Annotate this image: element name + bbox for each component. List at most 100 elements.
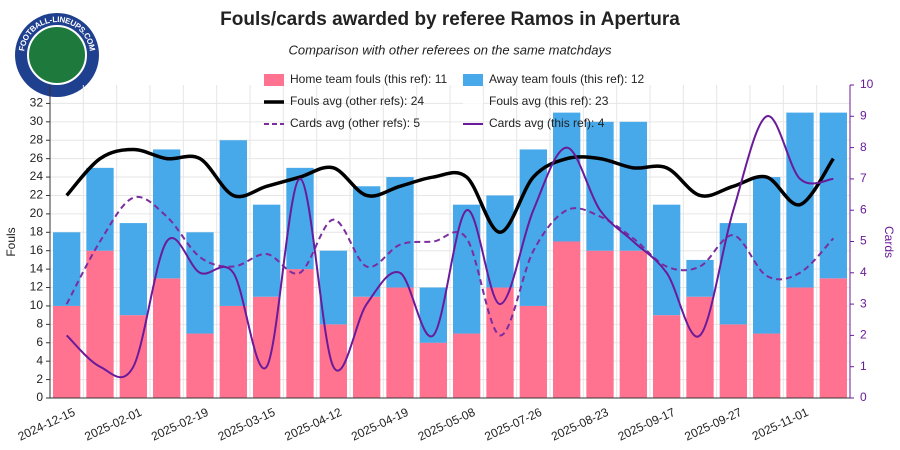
y-tick-label: 2 xyxy=(36,372,43,386)
bar xyxy=(519,305,547,398)
bar xyxy=(286,167,314,270)
legend-label: Fouls avg (this ref): 23 xyxy=(489,94,609,108)
chart-subtitle: Comparison with other referees on the sa… xyxy=(289,42,612,57)
bar xyxy=(753,177,781,334)
bar xyxy=(419,342,447,398)
y2-tick-label: 1 xyxy=(860,359,867,373)
legend-label: Cards avg (this ref): 4 xyxy=(489,116,605,130)
bar xyxy=(719,223,747,325)
y-tick-label: 32 xyxy=(30,96,44,110)
bar xyxy=(253,296,281,398)
bar xyxy=(186,333,214,398)
y2-tick-label: 8 xyxy=(860,140,867,154)
legend-swatch xyxy=(264,74,284,86)
y-axis-label: Fouls xyxy=(4,227,18,256)
bar xyxy=(319,250,347,325)
x-tick-label: 2025-05-08 xyxy=(416,405,478,444)
bar xyxy=(386,287,414,398)
bar xyxy=(119,315,147,398)
x-tick-label: 2025-08-23 xyxy=(549,405,611,444)
y-tick-label: 0 xyxy=(36,390,43,404)
x-tick-label: 2025-09-17 xyxy=(616,405,678,444)
bar xyxy=(819,112,847,279)
bar xyxy=(619,250,647,398)
bar xyxy=(553,112,581,242)
bar xyxy=(486,287,514,398)
bar xyxy=(386,177,414,288)
x-tick-label: 2025-02-19 xyxy=(149,405,211,444)
bar xyxy=(119,223,147,316)
y2-tick-label: 6 xyxy=(860,202,867,216)
legend-label: Cards avg (other refs): 5 xyxy=(290,116,420,130)
bar xyxy=(786,287,814,398)
bar xyxy=(153,278,181,398)
bar xyxy=(86,250,114,398)
y2-tick-label: 7 xyxy=(860,171,867,185)
bar xyxy=(553,241,581,398)
y2-tick-label: 0 xyxy=(860,390,867,404)
logo-core xyxy=(27,25,87,85)
y-tick-label: 12 xyxy=(30,280,44,294)
bar xyxy=(686,259,714,297)
x-tick-label: 2025-02-01 xyxy=(82,405,144,444)
bar xyxy=(219,140,247,306)
y-tick-label: 6 xyxy=(36,335,43,349)
bar xyxy=(186,232,214,334)
y-tick-label: 4 xyxy=(36,353,43,367)
bar xyxy=(519,149,547,306)
y-tick-label: 26 xyxy=(30,151,44,165)
x-tick-label: 2025-04-19 xyxy=(349,405,411,444)
y-tick-label: 22 xyxy=(30,188,44,202)
bar xyxy=(253,204,281,297)
bar xyxy=(53,232,81,306)
bar xyxy=(486,195,514,288)
y2-tick-label: 3 xyxy=(860,296,867,310)
bar xyxy=(753,333,781,398)
y2-axis-label: Cards xyxy=(882,226,896,258)
bar xyxy=(153,149,181,279)
y-tick-label: 16 xyxy=(30,243,44,257)
chart-title: Fouls/cards awarded by referee Ramos in … xyxy=(220,9,680,30)
bar xyxy=(86,167,114,251)
legend: Home team fouls (this ref): 11 Away team … xyxy=(264,72,645,130)
legend-swatch xyxy=(463,74,483,86)
bar xyxy=(419,287,447,343)
bar xyxy=(819,278,847,398)
bar xyxy=(619,121,647,251)
bar xyxy=(319,324,347,398)
line-series xyxy=(65,195,835,337)
bar xyxy=(353,186,381,297)
line-series xyxy=(65,147,835,235)
bar xyxy=(453,333,481,398)
logo: FOOTBALL-LINEUPS.COM xyxy=(15,13,99,97)
y-tick-label: 10 xyxy=(30,298,44,312)
y-tick-label: 14 xyxy=(30,261,44,275)
y-tick-label: 8 xyxy=(36,317,43,331)
y-tick-label: 24 xyxy=(30,169,44,183)
y-tick-label: 18 xyxy=(30,224,44,238)
bar xyxy=(653,315,681,398)
legend-label: Home team fouls (this ref): 11 xyxy=(290,72,447,86)
y2-tick-label: 2 xyxy=(860,328,867,342)
bar xyxy=(53,305,81,398)
y2-tick-label: 9 xyxy=(860,108,867,122)
y2-tick-label: 4 xyxy=(860,265,867,279)
y2-tick-label: 5 xyxy=(860,234,867,248)
y2-tick-label: 10 xyxy=(860,77,874,91)
x-tick-label: 2025-09-27 xyxy=(682,405,744,444)
x-tick-label: 2025-04-12 xyxy=(282,405,344,444)
y-tick-label: 20 xyxy=(30,206,44,220)
y-tick-label: 28 xyxy=(30,132,44,146)
bar xyxy=(719,324,747,398)
x-tick-label: 2025-03-15 xyxy=(216,405,278,444)
bar xyxy=(353,296,381,398)
bar xyxy=(586,121,614,251)
legend-label: Away team fouls (this ref): 12 xyxy=(489,72,645,86)
x-tick-label: 2025-11-01 xyxy=(750,405,811,443)
legend-label: Fouls avg (other refs): 24 xyxy=(290,94,424,108)
bar xyxy=(286,269,314,398)
y-tick-label: 30 xyxy=(30,114,44,128)
bar xyxy=(219,305,247,398)
line-series xyxy=(65,115,834,379)
